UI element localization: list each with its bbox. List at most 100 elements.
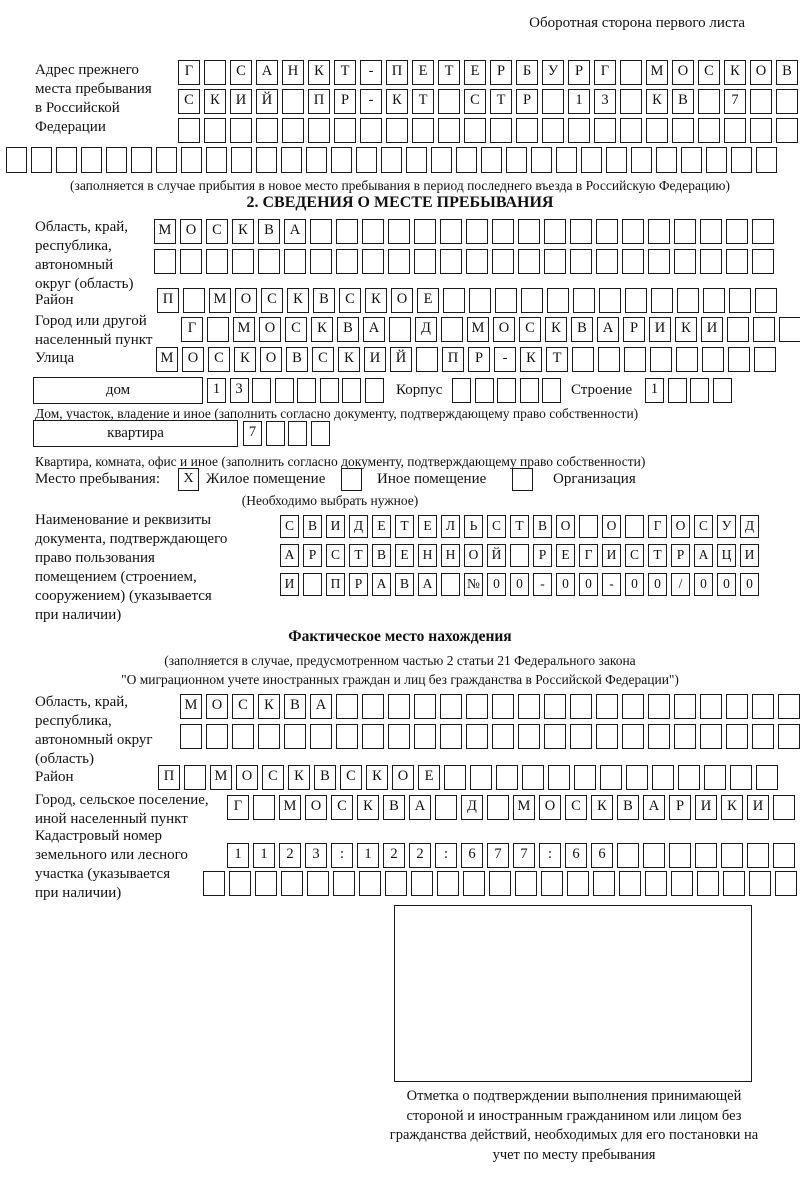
char-box [438, 118, 460, 143]
char-box [617, 843, 639, 868]
char-box: 7 [243, 421, 262, 446]
char-box: У [717, 515, 736, 538]
char-box: Р [490, 60, 512, 85]
char-box [441, 573, 460, 596]
char-box: 0 [510, 573, 529, 596]
char-box: М [646, 60, 668, 85]
char-box [519, 378, 539, 403]
char-box: С [339, 288, 361, 313]
char-box [622, 724, 644, 749]
char-box [667, 378, 687, 403]
char-box: С [565, 795, 587, 820]
char-box [574, 765, 596, 790]
char-box: 0 [556, 573, 575, 596]
char-box: Р [349, 573, 368, 596]
factual-note-1: (заполняется в случае, предусмотренном ч… [164, 653, 636, 668]
char-box [440, 724, 462, 749]
char-box: С [331, 795, 353, 820]
char-box: А [256, 60, 278, 85]
char-box [596, 694, 618, 719]
char-box [700, 249, 722, 274]
char-box [463, 871, 485, 896]
char-box [729, 288, 751, 313]
confirmation-caption: Отметка о подтверждении выполнения прини… [389, 1088, 759, 1163]
char-box [755, 288, 777, 313]
stroenie-label: Строение [571, 382, 633, 398]
char-box: Е [556, 544, 575, 567]
char-box: К [232, 219, 254, 244]
char-box: П [157, 288, 179, 313]
char-box [598, 347, 620, 372]
char-box: К [724, 60, 746, 85]
char-box [444, 765, 466, 790]
char-box: 1 [227, 843, 249, 868]
prev-address-note: (заполняется в случае прибытия в новое м… [69, 178, 731, 193]
char-box [414, 724, 436, 749]
char-box: В [672, 89, 694, 114]
char-box [362, 694, 384, 719]
char-box [753, 317, 775, 342]
char-box: В [776, 60, 798, 85]
prev-address-label: Адрес прежнего места пребывания в Россий… [35, 62, 152, 135]
char-box [651, 288, 673, 313]
char-box [518, 249, 540, 274]
char-box [570, 249, 592, 274]
char-box [672, 118, 694, 143]
char-box: : [539, 843, 561, 868]
char-box [625, 515, 644, 538]
char-box [773, 795, 795, 820]
char-box [180, 724, 202, 749]
char-box [466, 724, 488, 749]
char-box [411, 871, 433, 896]
char-box [510, 544, 529, 567]
char-box: И [230, 89, 252, 114]
char-box [674, 694, 696, 719]
kvartira-cells: 7 [243, 421, 333, 446]
char-box: У [542, 60, 564, 85]
factual-note-2: "О миграционном учете иностранных гражда… [121, 672, 679, 687]
char-box: А [284, 219, 306, 244]
char-box [255, 871, 277, 896]
char-box: Е [417, 288, 439, 313]
char-box: - [360, 89, 382, 114]
char-box: С [326, 544, 345, 567]
char-box [698, 118, 720, 143]
char-box: С [698, 60, 720, 85]
char-box: Д [349, 515, 368, 538]
char-box: К [287, 288, 309, 313]
char-box: М [233, 317, 255, 342]
char-box: П [326, 573, 345, 596]
char-box [441, 317, 463, 342]
confirmation-box [394, 905, 752, 1082]
char-box [620, 89, 642, 114]
char-box [648, 694, 670, 719]
char-box: Т [349, 544, 368, 567]
char-box [386, 118, 408, 143]
char-box [470, 765, 492, 790]
char-box: - [494, 347, 516, 372]
char-box [319, 378, 339, 403]
char-box: Т [412, 89, 434, 114]
char-box [336, 219, 358, 244]
fact-raion-label: Район [35, 769, 74, 785]
char-box: О [556, 515, 575, 538]
char-box [645, 871, 667, 896]
char-box [362, 219, 384, 244]
char-box: Б [516, 60, 538, 85]
char-box [183, 288, 205, 313]
char-box [388, 249, 410, 274]
char-box: Е [412, 60, 434, 85]
char-box [544, 724, 566, 749]
char-box: К [258, 694, 280, 719]
char-box [676, 347, 698, 372]
char-box [431, 147, 452, 173]
char-box [506, 147, 527, 173]
char-box [388, 219, 410, 244]
char-box [265, 421, 285, 446]
char-box [487, 795, 509, 820]
char-box [674, 249, 696, 274]
char-box: Т [510, 515, 529, 538]
char-box [698, 89, 720, 114]
